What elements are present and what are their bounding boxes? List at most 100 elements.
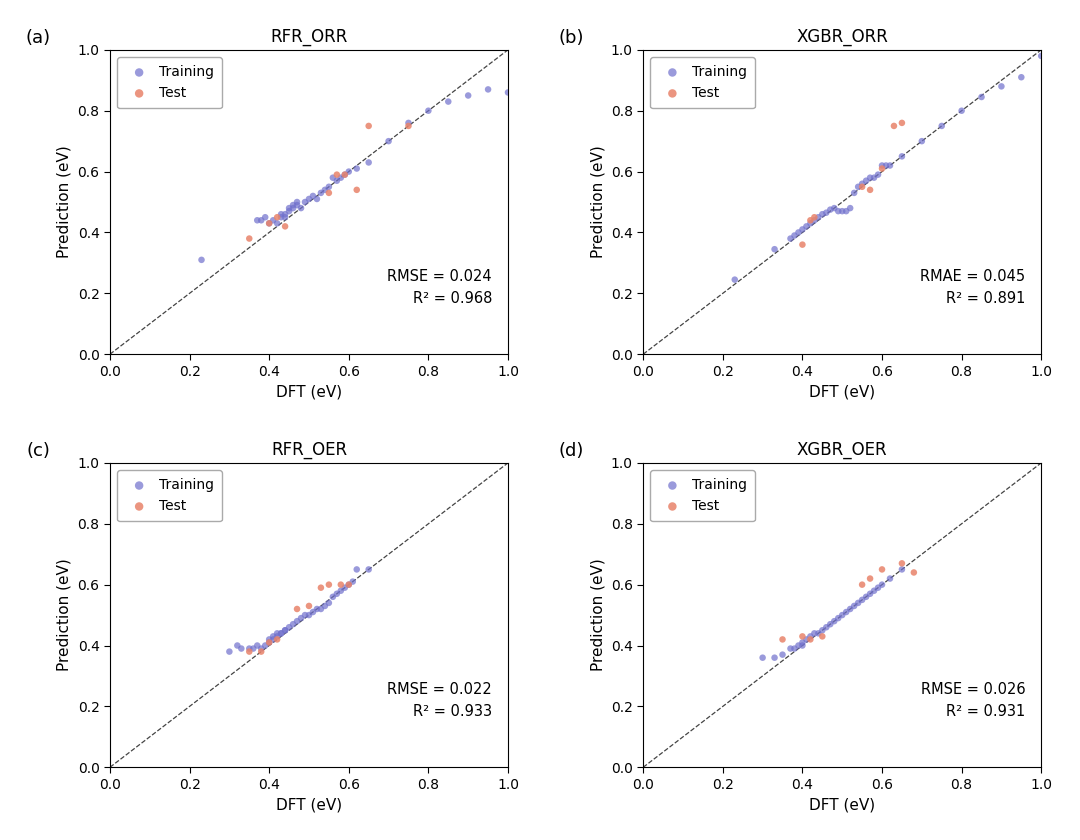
Text: (c): (c) (26, 442, 51, 459)
Training (316, 183, 334, 197)
Test (260, 636, 278, 649)
Training (312, 602, 329, 616)
Training (810, 627, 827, 640)
Training (829, 612, 847, 625)
Test (794, 630, 811, 643)
Training (1013, 71, 1030, 84)
Test (321, 578, 338, 591)
Training (348, 563, 365, 576)
Training (813, 623, 831, 637)
Training (853, 177, 870, 191)
Training (829, 204, 847, 218)
Text: (b): (b) (558, 29, 583, 47)
Training (825, 614, 842, 627)
Training (400, 116, 417, 129)
Training (801, 217, 819, 230)
Training (300, 192, 318, 206)
Training (269, 630, 286, 643)
Training (336, 168, 353, 181)
Training (834, 204, 851, 218)
Training (272, 627, 289, 640)
Training (248, 213, 266, 227)
Y-axis label: Prediction (eV): Prediction (eV) (57, 559, 72, 671)
Text: RMAE = 0.045
R² = 0.891: RMAE = 0.045 R² = 0.891 (920, 269, 1025, 306)
Training (801, 630, 819, 643)
Training (822, 203, 839, 217)
Training (260, 636, 278, 649)
Training (973, 90, 990, 103)
Training (328, 587, 346, 601)
Training (846, 186, 863, 200)
Test (794, 238, 811, 251)
Training (265, 633, 282, 646)
Training (360, 563, 377, 576)
Training (296, 195, 313, 208)
Test (813, 630, 831, 643)
Training (244, 642, 261, 655)
Training (321, 180, 338, 193)
Training (241, 642, 258, 655)
Training (806, 213, 823, 227)
Training (766, 243, 783, 256)
Training (853, 593, 870, 606)
Training (308, 192, 325, 206)
Text: (d): (d) (558, 442, 583, 459)
Training (272, 627, 289, 640)
Test (886, 119, 903, 133)
Training (818, 621, 835, 634)
Training (288, 195, 306, 208)
Training (893, 563, 910, 576)
Training (782, 232, 799, 245)
Training (810, 211, 827, 224)
Training (345, 575, 362, 588)
Test (340, 578, 357, 591)
Test (312, 581, 329, 595)
Test (801, 213, 819, 227)
Training (786, 228, 804, 242)
Training (305, 606, 322, 619)
Training (328, 174, 346, 187)
Training (881, 159, 899, 172)
Test (360, 119, 377, 133)
Training (869, 168, 887, 181)
Test (400, 119, 417, 133)
Training (333, 584, 350, 597)
Training (858, 590, 875, 603)
Test (276, 219, 294, 233)
X-axis label: DFT (eV): DFT (eV) (809, 797, 875, 812)
Training (340, 165, 357, 178)
Training (766, 651, 783, 664)
Training (881, 572, 899, 585)
Test (269, 633, 286, 646)
Training (813, 207, 831, 221)
Text: RMSE = 0.024
R² = 0.968: RMSE = 0.024 R² = 0.968 (388, 269, 492, 306)
Title: RFR_ORR: RFR_ORR (270, 28, 348, 45)
Training (380, 134, 397, 148)
Training (862, 587, 879, 601)
Training (774, 648, 792, 661)
Training (838, 204, 855, 218)
Text: (a): (a) (25, 29, 51, 47)
Training (296, 608, 313, 622)
Training (726, 273, 743, 286)
Training (858, 174, 875, 187)
Test (774, 633, 792, 646)
Training (782, 642, 799, 655)
Training (825, 202, 842, 215)
Training (877, 159, 894, 172)
Training (862, 171, 879, 185)
Training (276, 623, 294, 637)
Training (865, 171, 882, 185)
Test (288, 602, 306, 616)
Test (348, 183, 365, 197)
Text: RMSE = 0.026
R² = 0.931: RMSE = 0.026 R² = 0.931 (920, 682, 1025, 719)
Title: XGBR_OER: XGBR_OER (797, 441, 888, 459)
Training (248, 638, 266, 652)
Training (1032, 50, 1050, 63)
Training (276, 623, 294, 637)
Training (874, 159, 891, 172)
Training (269, 627, 286, 640)
Training (348, 162, 365, 176)
Training (798, 633, 815, 646)
Training (293, 612, 310, 625)
